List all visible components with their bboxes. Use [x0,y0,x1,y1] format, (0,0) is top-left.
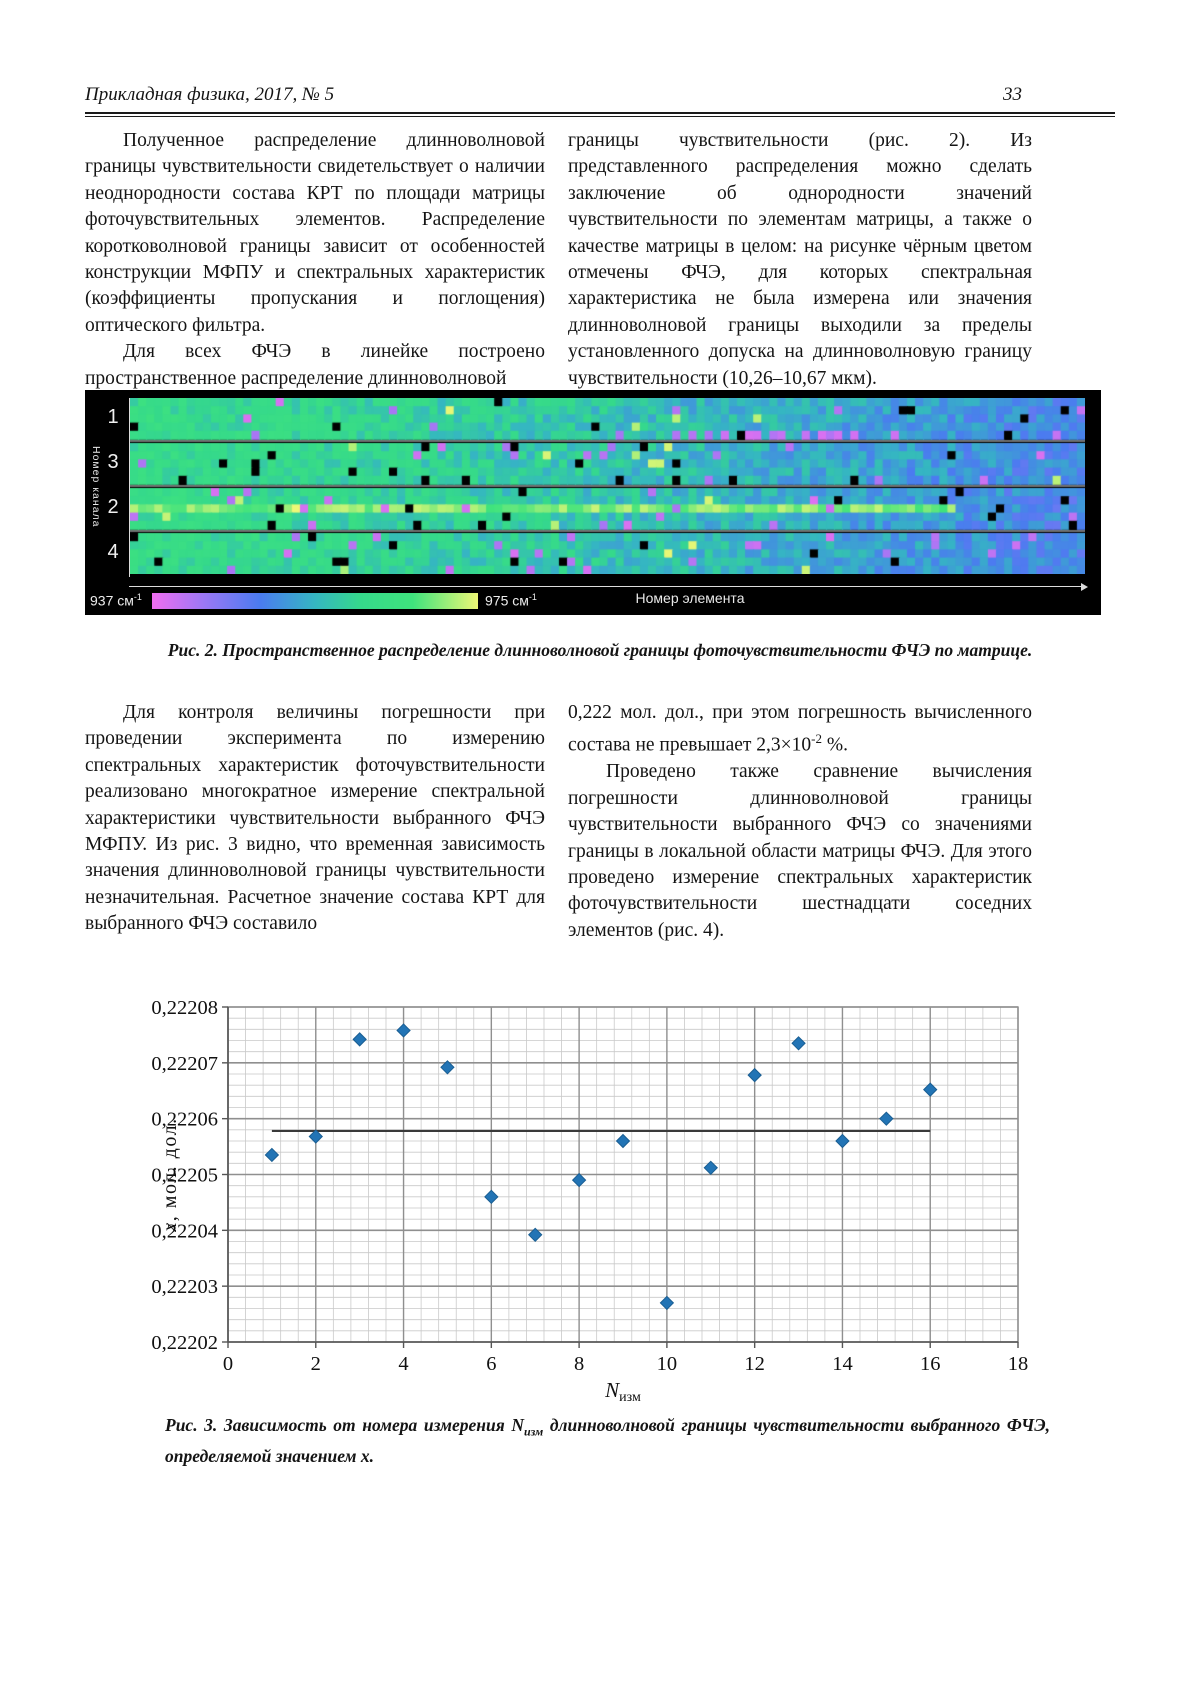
data-point [484,1189,499,1205]
data-point [879,1111,894,1126]
data-point [835,1133,850,1149]
caption-text: длинноволновой границы чувствительности … [165,1415,1050,1466]
x-tick-label: 14 [832,1353,853,1375]
paragraph: 0,222 мол. дол., при этом погрешность вы… [568,700,1032,759]
paragraph-text: 0,222 мол. дол., при этом погрешность вы… [568,702,1032,756]
paragraph: Для всех ФЧЭ в линейке построено простра… [85,341,545,389]
x-tick-label: 0 [223,1353,233,1375]
colorbar-max-exp: -1 [528,592,537,602]
x-tick-label: 12 [744,1353,765,1375]
x-tick-label: 16 [920,1353,941,1375]
data-point [571,1172,587,1188]
fig2-y-axis-label: Номер канала [90,446,102,528]
fig2-colorbar-gradient [152,593,478,609]
paragraph-text: %. [822,734,848,756]
x-tick-label: 2 [311,1353,321,1375]
text-column-left-2: Для контроля величины погрешности при пр… [85,700,545,938]
text-column-left-1: Полученное распределение длинноволновой … [85,128,545,392]
paragraph: Для контроля величины погрешности при пр… [85,702,545,935]
text-column-right-2: 0,222 мол. дол., при этом погрешность вы… [568,700,1032,944]
fig2-colorbar-min-label: 937 см-1 [90,592,142,609]
figure3-caption: Рис. 3. Зависимость от номера измерения … [165,1413,1050,1468]
heatmap-canvas [130,398,1085,574]
fig2-colorbar-max-label: 975 см-1 [485,592,537,609]
y-tick-label: 0,22203 [151,1276,218,1298]
caption-variable-N: N [511,1415,524,1435]
paragraph: Проведено также сравнение вычисления пог… [568,761,1032,941]
fig2-x-axis-arrowhead [1081,582,1088,591]
y-tick-label: 0,22206 [151,1109,218,1131]
colorbar-min-value: 937 см [90,592,134,609]
data-point [659,1295,675,1311]
figure2-heatmap: Номер канала 1 3 2 4 Номер элемента 937 … [85,390,1101,615]
fig2-channel-label: 2 [107,496,119,518]
x-axis-title: Nизм [604,1378,641,1405]
y-tick-label: 0,22204 [151,1220,218,1242]
header-rule [85,112,1115,117]
data-point [703,1160,718,1176]
fig2-channel-label: 1 [107,406,119,428]
y-tick-label: 0,22205 [151,1165,218,1187]
data-point [615,1133,631,1149]
x-tick-label: 6 [486,1353,496,1375]
fig2-channel-label: 3 [107,451,119,473]
x-tick-label: 18 [1008,1353,1029,1375]
fig2-x-axis-line [129,586,1081,587]
page-number: 33 [1003,84,1022,105]
paragraph: Полученное распределение длинноволновой … [85,130,545,336]
paragraph: границы чувствительности (рис. 2). Из пр… [568,130,1032,389]
x-tick-label: 4 [398,1353,408,1375]
fig2-y-axis-line [129,398,130,577]
y-tick-label: 0,22208 [151,997,218,1019]
data-point [396,1023,411,1038]
data-point [264,1147,280,1163]
data-point [791,1036,806,1051]
colorbar-min-exp: -1 [133,592,142,602]
caption-subscript: изм [524,1424,544,1439]
superscript-exponent: -2 [811,731,822,747]
journal-header: Прикладная физика, 2017, № 5 [85,84,335,105]
caption-text: Рис. 3. Зависимость от номера измерения [165,1415,512,1435]
fig2-channel-label: 4 [107,541,119,563]
y-axis-title: x, мол. дол. [159,1117,181,1232]
figure3-scatter-chart: 0,22202 0,22203 0,22204 0,22205 0,22206 0,222… [151,997,1029,1405]
data-point [308,1129,323,1144]
y-tick-label: 0,22207 [151,1053,218,1075]
colorbar-max-value: 975 см [485,592,529,609]
x-tick-label: 10 [657,1353,678,1375]
data-point [747,1067,762,1083]
data-point [352,1032,367,1047]
y-tick-label: 0,22202 [151,1332,218,1354]
data-point [528,1227,543,1243]
data-point [440,1060,455,1075]
data-point [923,1082,938,1097]
fig2-x-axis-label: Номер элемента [635,590,745,606]
text-column-right-1: границы чувствительности (рис. 2). Из пр… [568,128,1032,392]
figure2-caption: Рис. 2. Пространственное распределение д… [167,640,1033,660]
caption-variable-x: x. [360,1445,375,1466]
x-tick-label: 8 [574,1353,584,1375]
